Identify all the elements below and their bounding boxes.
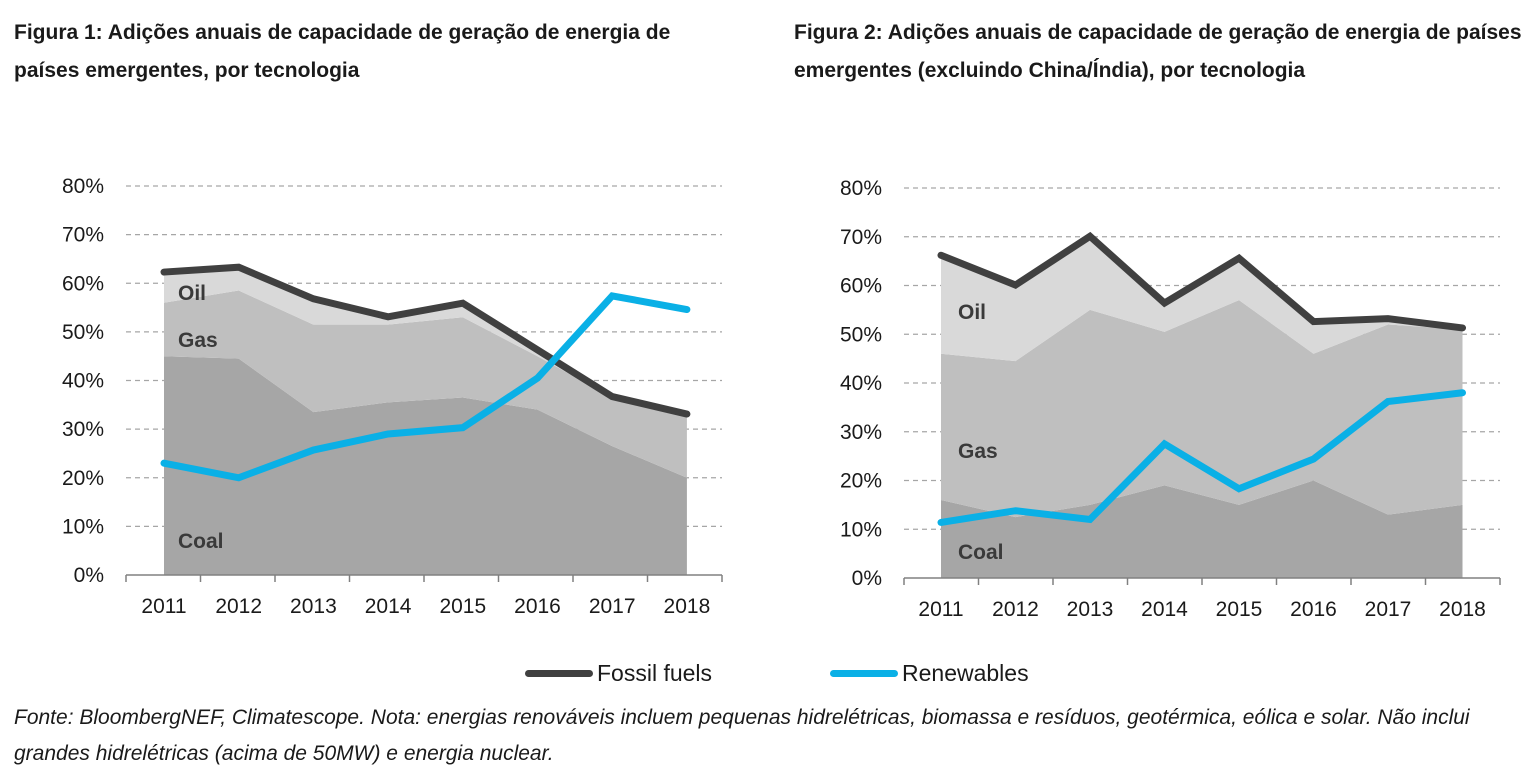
area-label-coal: Coal (178, 530, 224, 553)
x-tick-label: 2018 (664, 595, 711, 618)
y-tick-label: 40% (62, 370, 104, 393)
x-tick-label: 2016 (1290, 598, 1337, 621)
x-tick-label: 2014 (1141, 598, 1188, 621)
legend-fossil-fuels: Fossil fuels (525, 655, 712, 691)
legend-fossil-label: Fossil fuels (597, 659, 713, 686)
series-line-renewables (937, 389, 1466, 526)
x-tick-label: 2013 (290, 595, 337, 618)
area-label-oil: Oil (958, 301, 986, 324)
x-tick-label: 2018 (1439, 598, 1486, 621)
area-gas (941, 300, 1463, 518)
charts-canvas: 0% 10% 20% 30% 40% 50% 60% 70% 80% Oil Gas Coal 2011… (62, 175, 1501, 621)
y-tick-label: 80% (62, 175, 104, 198)
series-line-fossil-fuels (160, 263, 691, 418)
area-coal (941, 480, 1463, 578)
area-label-coal: Coal (958, 541, 1004, 564)
series-line-fossil-fuels (937, 231, 1466, 332)
y-tick-label: 70% (840, 226, 882, 249)
chart-2: 0% 10% 20% 30% 40% 50% 60% 70% 80% Oil Gas Coal 2011… (840, 177, 1501, 621)
area-oil (941, 236, 1463, 362)
legend-renewables: Renewables (830, 655, 1029, 691)
x-tick-label: 2016 (514, 595, 561, 618)
y-tick-label: 50% (840, 323, 882, 346)
y-tick-label: 60% (62, 272, 104, 295)
area-label-oil: Oil (178, 282, 206, 305)
y-tick-label: 20% (840, 470, 882, 493)
y-tick-label: 60% (840, 275, 882, 298)
y-tick-label: 70% (62, 224, 104, 247)
x-tick-label: 2012 (215, 595, 262, 618)
figure-2-title: Figura 2: Adições anuais de capacidade d… (794, 21, 1522, 82)
y-tick-label: 40% (840, 372, 882, 395)
legend-renewables-swatch (830, 669, 898, 677)
chart-1: 0% 10% 20% 30% 40% 50% 60% 70% 80% Oil Gas Coal 2011… (62, 175, 723, 618)
x-tick-label: 2015 (439, 595, 486, 618)
y-tick-label: 50% (62, 321, 104, 344)
legend-fossil-swatch (525, 669, 593, 677)
x-tick-label: 2015 (1216, 598, 1263, 621)
y-tick-label: 30% (840, 421, 882, 444)
figure-1-title: Figura 1: Adições anuais de capacidade d… (14, 21, 671, 82)
x-tick-label: 2014 (365, 595, 412, 618)
y-tick-label: 20% (62, 467, 104, 490)
source-note: Fonte: BloombergNEF, Climatescope. Nota:… (14, 706, 1470, 765)
area-label-gas: Gas (958, 440, 998, 463)
y-tick-label: 80% (840, 177, 882, 200)
x-tick-label: 2011 (918, 598, 963, 621)
area-coal (164, 356, 687, 575)
y-tick-label: 0% (852, 567, 882, 590)
series-line-renewables (160, 292, 691, 482)
legend-renewables-label: Renewables (902, 659, 1029, 686)
x-tick-label: 2011 (141, 595, 186, 618)
area-oil (164, 268, 687, 415)
x-tick-label: 2012 (992, 598, 1039, 621)
y-tick-label: 30% (62, 418, 104, 441)
area-gas (164, 290, 687, 478)
y-tick-label: 10% (62, 515, 104, 538)
x-tick-label: 2013 (1067, 598, 1114, 621)
y-tick-label: 10% (840, 518, 882, 541)
area-label-gas: Gas (178, 329, 218, 352)
y-tick-label: 0% (74, 564, 104, 587)
x-tick-label: 2017 (589, 595, 636, 618)
x-tick-label: 2017 (1365, 598, 1412, 621)
